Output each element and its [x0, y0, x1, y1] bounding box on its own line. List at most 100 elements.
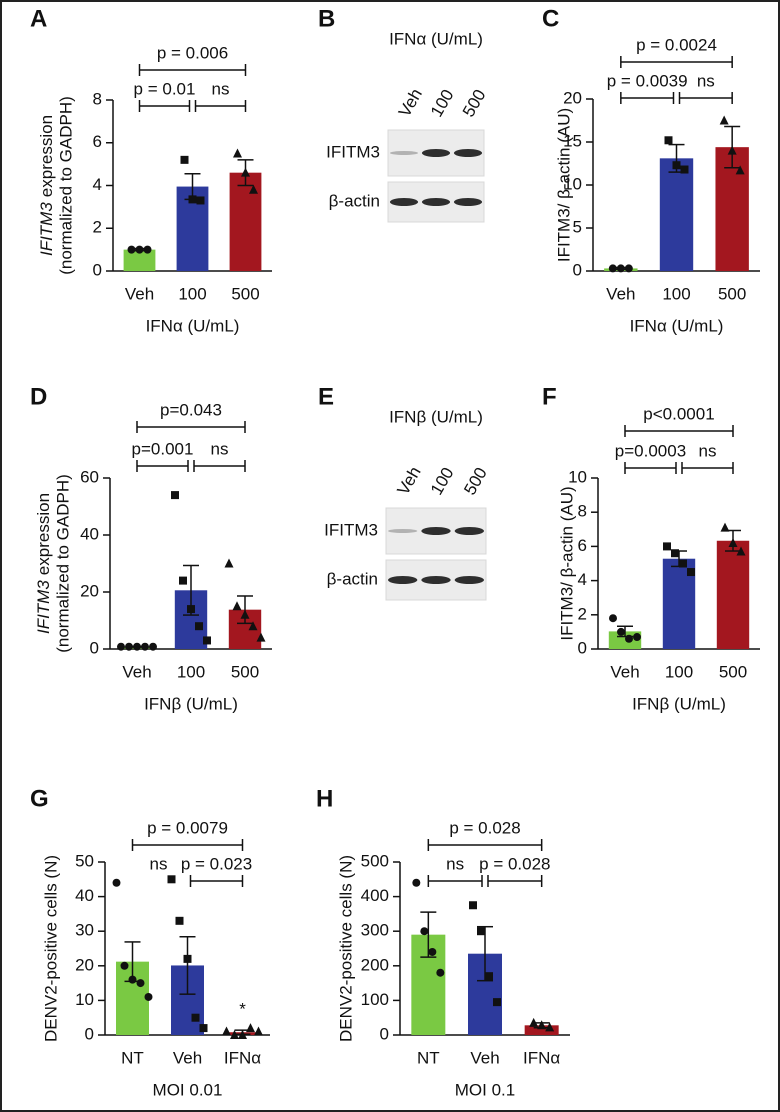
y-tick-label: 5: [573, 217, 582, 236]
data-point: [420, 927, 429, 936]
blot-band: [453, 149, 483, 157]
data-point: [727, 145, 737, 155]
x-axis-label: IFNβ (U/mL): [144, 694, 238, 713]
data-point: [720, 522, 730, 532]
x-tick-label: Veh: [470, 1048, 499, 1067]
p-value: ns: [212, 79, 230, 98]
data-point: [633, 633, 641, 642]
y-tick-label: 0: [93, 260, 102, 279]
data-point: [179, 576, 187, 585]
blot-title: IFNα (U/mL): [389, 29, 483, 48]
data-point: [719, 115, 729, 125]
y-tick-label: 10: [75, 990, 94, 1009]
data-point: [609, 614, 617, 623]
y-tick-label: 8: [578, 502, 587, 521]
y-tick-label: 0: [573, 260, 582, 279]
p-value: p=0.043: [160, 400, 222, 419]
y-tick-label: 20: [80, 581, 99, 600]
y-axis-label: (normalized to GADPH): [56, 96, 75, 275]
data-point: [171, 491, 179, 500]
data-point: [537, 1020, 547, 1030]
y-tick-label: 10: [563, 174, 582, 193]
y-axis-label-italic: IFITM3: [34, 580, 53, 634]
panel-letter: G: [30, 785, 49, 812]
bar: [659, 158, 694, 271]
data-point: [663, 542, 671, 551]
p-value: ns: [697, 71, 715, 90]
y-tick-label: 300: [361, 921, 389, 940]
x-tick-label: Veh: [125, 284, 154, 303]
data-point: [254, 1026, 263, 1036]
bar: [524, 1025, 559, 1035]
data-point: [167, 875, 176, 884]
y-tick-label: 200: [361, 955, 389, 974]
y-axis-label: IFITM3 expression: [37, 115, 56, 256]
data-point: [141, 642, 149, 651]
p-value: p = 0.028: [449, 818, 520, 837]
y-axis-label: IFITM3 expression: [34, 493, 53, 634]
y-tick-label: 0: [578, 638, 587, 657]
blot-band: [453, 198, 483, 206]
data-point: [136, 979, 145, 988]
data-point: [671, 549, 679, 558]
x-tick-label: 500: [719, 662, 747, 681]
data-point: [485, 972, 493, 981]
data-point: [120, 961, 129, 970]
data-point: [133, 642, 141, 651]
y-axis-label-italic: IFITM3: [37, 202, 56, 256]
y-tick-label: 2: [578, 604, 587, 623]
panel-letter: D: [30, 383, 47, 410]
data-point: [529, 1017, 539, 1027]
x-tick-label: Veh: [610, 662, 639, 681]
data-point: [249, 184, 258, 194]
data-point: [246, 1023, 255, 1033]
blot-row-label: IFITM3: [326, 142, 380, 161]
y-tick-label: 10: [568, 467, 587, 486]
blot-row-label: β-actin: [329, 191, 380, 210]
x-tick-label: 100: [665, 662, 693, 681]
x-tick-label: 100: [662, 284, 690, 303]
y-tick-label: 6: [93, 132, 102, 151]
y-tick-label: 50: [75, 851, 94, 870]
x-tick-label: 100: [178, 284, 206, 303]
y-tick-label: 2: [93, 218, 102, 237]
p-value: ns: [446, 854, 464, 873]
data-point: [679, 559, 687, 568]
panel-letter: B: [318, 5, 335, 32]
data-point: [608, 264, 617, 273]
bar: [608, 631, 642, 649]
data-point: [469, 901, 477, 910]
data-point: [428, 947, 437, 956]
panel-letter: A: [30, 5, 47, 32]
blot-band: [421, 198, 451, 206]
x-axis-label: MOI 0.1: [455, 1080, 515, 1099]
y-tick-label: 4: [578, 570, 587, 589]
data-point: [625, 634, 633, 643]
y-tick-label: 0: [85, 1024, 94, 1043]
data-point: [412, 878, 421, 887]
data-point: [238, 1030, 247, 1039]
data-point: [222, 1026, 231, 1036]
p-value: ns: [699, 441, 717, 460]
data-point: [125, 642, 133, 651]
data-point: [143, 245, 152, 254]
y-tick-label: 40: [80, 524, 99, 543]
data-point: [241, 167, 250, 177]
bar: [229, 172, 262, 271]
y-axis-label: (normalized to GADPH): [53, 474, 72, 653]
blot-row-label: β-actin: [327, 569, 378, 588]
data-point: [736, 546, 746, 556]
data-point: [728, 537, 738, 547]
y-tick-label: 8: [93, 89, 102, 108]
x-axis-label: IFNα (U/mL): [630, 316, 724, 335]
data-point: [196, 196, 205, 205]
data-point: [477, 927, 485, 936]
y-axis-label: IFITM3/ β-actin (AU): [554, 108, 573, 262]
x-tick-label: IFNα: [224, 1048, 261, 1067]
data-point: [183, 954, 192, 963]
p-value: p<0.0001: [643, 404, 714, 423]
data-point: [230, 1030, 239, 1039]
p-value: p = 0.023: [181, 854, 252, 873]
y-tick-label: 20: [563, 88, 582, 107]
